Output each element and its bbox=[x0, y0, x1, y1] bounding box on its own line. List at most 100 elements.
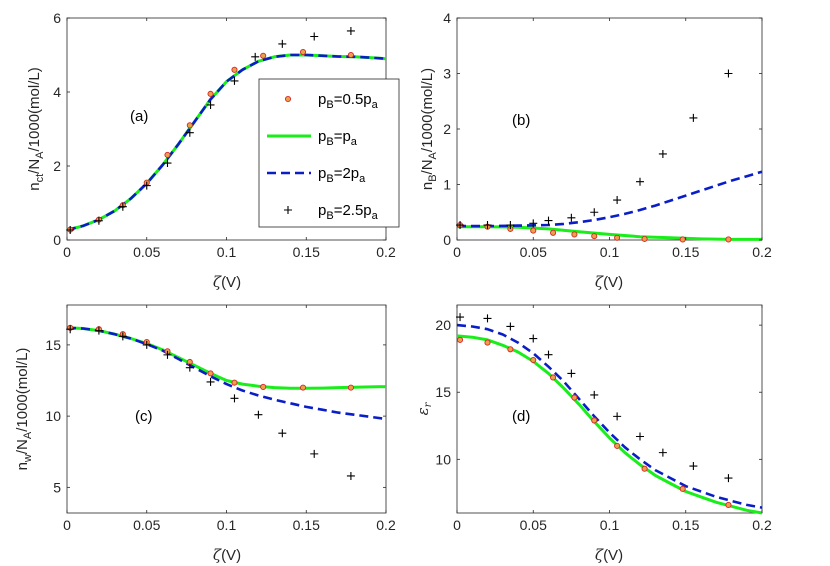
panel-d-point-circle bbox=[484, 339, 491, 346]
panel-b-point-circle bbox=[725, 236, 732, 243]
panel-d-point-circle bbox=[679, 485, 686, 492]
panel-b-ylabel: nB/NA/1000(mol/L) bbox=[419, 68, 439, 190]
panel-a-ylabel: nct/NA/1000(mol/L) bbox=[26, 67, 46, 190]
panel-a-point-circle bbox=[164, 151, 171, 158]
panel-d-xtick-label: 0 bbox=[453, 517, 461, 533]
panel-d-point-plus bbox=[613, 412, 622, 421]
panel-a-point-circle bbox=[347, 51, 354, 59]
panel-d-point-circle bbox=[550, 374, 557, 381]
panel-d-xtick-label: 0.15 bbox=[672, 517, 699, 533]
legend: pB=0.5pa pB=pa pB=2pa pB=2.5pa bbox=[258, 78, 400, 228]
panel-c-point-circle bbox=[300, 384, 307, 391]
legend-label-plus: pB=2.5pa bbox=[318, 202, 379, 222]
panel-a-point-plus bbox=[163, 159, 172, 168]
panel-b: 0 0.05 0.1 0.15 0.2 0 1 2 3 4 (b) ζ(V) nB/NA/1000… bbox=[419, 10, 772, 291]
panel-a-point-plus bbox=[346, 26, 355, 35]
panel-d-xtick-label: 0.05 bbox=[520, 517, 547, 533]
panel-b-point-plus bbox=[658, 149, 667, 158]
panel-d-point-circle bbox=[591, 417, 598, 424]
panel-b-xtick-label: 0.1 bbox=[600, 244, 620, 260]
panel-d-frame bbox=[456, 304, 763, 514]
panel-d-ytick-label: 20 bbox=[435, 317, 451, 333]
panel-b-point-circle bbox=[679, 236, 686, 243]
panel-d-point-plus bbox=[590, 390, 599, 399]
panel-a-xtick-label: 0 bbox=[63, 244, 71, 260]
panel-d-point-plus bbox=[636, 432, 644, 441]
panel-c-xtick-label: 0.2 bbox=[376, 517, 396, 533]
panel-a-point-plus bbox=[185, 128, 194, 137]
panel-b-xtick-label: 0.15 bbox=[672, 244, 699, 260]
panel-d: 0 0.05 0.1 0.15 0.2 10 15 20 (d) ζ(V) εr bbox=[414, 304, 772, 564]
panel-a-point-plus bbox=[66, 226, 75, 235]
legend-label-dashed: pB=2pa bbox=[318, 165, 366, 185]
panel-c-point-plus bbox=[66, 325, 75, 334]
panel-c-point-plus bbox=[142, 340, 151, 349]
panel-c-point-plus bbox=[185, 363, 194, 372]
panel-a-point-circle bbox=[207, 90, 214, 97]
panel-c-point-circle bbox=[207, 370, 214, 377]
panel-b-point-plus bbox=[483, 221, 492, 230]
panel-b-point-plus bbox=[590, 208, 599, 217]
panel-c-series-dashed-line bbox=[66, 326, 387, 421]
panel-c-xtick-label: 0.05 bbox=[133, 517, 160, 533]
panel-a-ytick-label: 4 bbox=[53, 84, 61, 100]
panel-c-point-plus bbox=[230, 394, 239, 403]
panel-a-point-circle bbox=[231, 66, 238, 73]
legend-swatch-circle bbox=[284, 95, 292, 103]
panel-a-point-plus bbox=[251, 52, 260, 61]
panel-d-point-circle bbox=[507, 346, 514, 353]
panel-b-ytick-label: 2 bbox=[443, 121, 451, 137]
panel-a-ytick-label: 6 bbox=[53, 10, 61, 26]
panel-c-ytick-label: 10 bbox=[45, 408, 61, 424]
panel-c-point-plus bbox=[206, 377, 215, 386]
panel-b-point-plus bbox=[456, 221, 465, 230]
panel-a-point-plus bbox=[206, 100, 215, 109]
panel-b-point-plus bbox=[613, 196, 622, 205]
panel-d-label: (d) bbox=[512, 408, 530, 425]
panel-c-point-circle bbox=[231, 379, 238, 386]
panel-b-xlabel: ζ(V) bbox=[595, 273, 623, 291]
panel-c-xtick-label: 0 bbox=[63, 517, 71, 533]
panel-d-point-circle bbox=[641, 465, 648, 472]
panel-a-point-plus bbox=[310, 32, 319, 41]
panel-b-point-circle bbox=[530, 227, 537, 234]
legend-swatch-plus bbox=[284, 206, 292, 214]
panel-b-ytick-label: 4 bbox=[443, 10, 451, 26]
panel-b-xtick-label: 0.2 bbox=[752, 244, 772, 260]
panel-d-point-plus bbox=[689, 462, 698, 471]
panel-a-point-circle bbox=[186, 122, 193, 129]
panel-c-point-plus bbox=[346, 471, 355, 480]
panel-d-xtick-label: 0.2 bbox=[752, 517, 772, 533]
panel-d-series-dashed-line bbox=[456, 323, 763, 509]
panel-d-point-plus bbox=[724, 474, 733, 483]
panel-b-ytick-label: 0 bbox=[443, 232, 451, 248]
panel-a-point-plus bbox=[142, 181, 151, 190]
panel-c-point-plus bbox=[310, 449, 319, 458]
panel-b-point-plus bbox=[567, 213, 576, 222]
panel-a-ytick-label: 0 bbox=[53, 232, 61, 248]
panel-d-xlabel: ζ(V) bbox=[595, 546, 623, 564]
legend-box bbox=[258, 78, 400, 228]
panel-c-point-plus bbox=[254, 410, 263, 419]
panel-b-label: (b) bbox=[512, 112, 530, 129]
panel-d-point-plus bbox=[456, 313, 465, 322]
panel-c-frame bbox=[66, 304, 387, 514]
panel-d-point-circle bbox=[614, 442, 621, 449]
panel-d-ytick-label: 15 bbox=[435, 384, 451, 400]
panel-c-xtick-label: 0.15 bbox=[293, 517, 320, 533]
panel-b-point-circle bbox=[571, 231, 578, 238]
panel-b-point-plus bbox=[506, 221, 515, 230]
panel-b-point-plus bbox=[544, 216, 553, 225]
legend-label-circle: pB=0.5pa bbox=[318, 91, 379, 111]
panel-d-point-plus bbox=[567, 369, 576, 378]
panel-a-point-circle bbox=[300, 48, 307, 56]
panel-a-xtick-label: 0.05 bbox=[133, 244, 160, 260]
panel-c-label: (c) bbox=[135, 408, 153, 425]
panel-c-point-plus bbox=[94, 326, 103, 335]
panel-a-point-plus bbox=[230, 76, 239, 85]
panel-d-point-circle bbox=[456, 336, 464, 343]
panel-a-point-circle bbox=[260, 52, 267, 59]
panel-b-point-circle bbox=[550, 229, 557, 236]
panel-b-point-plus bbox=[724, 69, 733, 78]
